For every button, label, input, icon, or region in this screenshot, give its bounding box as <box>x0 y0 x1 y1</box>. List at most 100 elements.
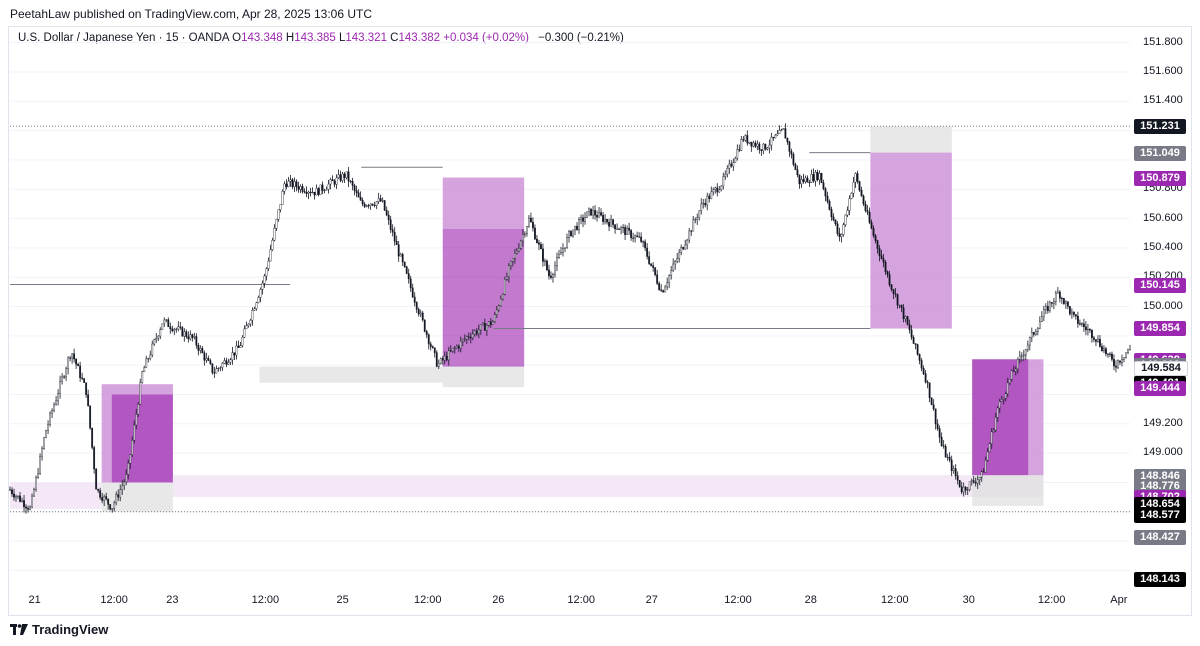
candle <box>804 175 807 184</box>
price-badge: 150.145 <box>1134 278 1186 294</box>
candle <box>1123 357 1125 363</box>
candle <box>197 343 200 356</box>
candle-body <box>644 241 647 249</box>
tradingview-brand[interactable]: TradingView <box>10 622 108 637</box>
candle <box>750 141 753 152</box>
candle-body <box>163 319 166 325</box>
candle <box>886 270 889 278</box>
candle <box>271 237 274 252</box>
candle-body <box>616 228 618 230</box>
candle <box>930 397 933 406</box>
candle <box>618 227 620 230</box>
candle-body <box>884 261 887 272</box>
candle-body <box>195 336 198 346</box>
candle-body <box>924 373 927 383</box>
candle-body <box>822 182 825 189</box>
candle <box>1042 305 1045 322</box>
candle-body <box>770 136 773 146</box>
candle-body <box>1032 332 1035 335</box>
candle <box>15 494 17 502</box>
candle <box>477 324 480 339</box>
candle-body <box>483 323 486 331</box>
candle <box>455 344 458 349</box>
candle-body <box>25 506 27 509</box>
candle <box>13 488 15 501</box>
candle-body <box>792 154 795 165</box>
candle <box>616 223 618 230</box>
candle <box>475 328 478 337</box>
candle-body <box>461 339 464 342</box>
candle <box>147 357 150 363</box>
candle-body <box>89 405 92 429</box>
candle <box>157 335 160 342</box>
candle-body <box>51 410 53 414</box>
candle <box>245 321 248 330</box>
candle-body <box>263 275 266 284</box>
candle <box>75 358 78 369</box>
candle-body <box>109 504 112 510</box>
candle <box>229 357 232 365</box>
candle-body <box>530 217 532 223</box>
candle <box>848 195 851 216</box>
candle <box>738 144 741 153</box>
candle-body <box>313 191 316 196</box>
candle <box>223 357 226 364</box>
candle <box>1095 339 1097 347</box>
candle <box>666 277 669 291</box>
candle-body <box>285 183 288 187</box>
candle <box>640 232 643 244</box>
candle <box>658 281 661 291</box>
candle <box>648 251 651 266</box>
candle <box>51 408 53 419</box>
candle-body <box>746 135 749 144</box>
candle <box>1020 352 1023 362</box>
candle-body <box>291 179 294 188</box>
candle <box>1119 360 1121 366</box>
candle-body <box>1115 365 1117 368</box>
candle <box>463 334 466 342</box>
candle <box>568 229 570 243</box>
candle-body <box>808 182 811 184</box>
zone-gray <box>101 482 173 512</box>
candle <box>113 500 116 512</box>
candle-body <box>1042 309 1045 317</box>
candle-body <box>469 337 472 339</box>
candle-body <box>271 239 274 251</box>
candle-body <box>1072 311 1075 315</box>
candle-body <box>503 279 506 295</box>
candle <box>275 218 278 231</box>
candle-body <box>826 195 829 202</box>
candle-body <box>1064 301 1067 304</box>
candle-body <box>395 241 398 245</box>
candle-body <box>387 214 390 220</box>
candle <box>710 186 713 200</box>
candle <box>838 227 841 242</box>
candle <box>636 231 639 238</box>
candle-body <box>255 302 258 309</box>
candle-body <box>39 455 41 474</box>
candle-body <box>1028 337 1031 346</box>
symbol-name[interactable]: U.S. Dollar / Japanese Yen · 15 · OANDA <box>18 32 229 44</box>
candle <box>1129 345 1131 351</box>
candle-body <box>69 357 72 359</box>
candle-body <box>780 129 783 131</box>
candle-body <box>1087 329 1089 331</box>
candle-body <box>920 360 923 369</box>
candle-body <box>341 173 344 181</box>
candle-body <box>1105 348 1107 355</box>
candle-body <box>273 228 276 241</box>
candle-body <box>590 208 592 216</box>
candle <box>964 486 967 495</box>
candle-body <box>209 360 212 364</box>
candle-body <box>363 203 366 207</box>
candle <box>439 357 442 365</box>
candle <box>1000 395 1003 403</box>
price-tick-label: 149.200 <box>1143 416 1183 429</box>
candle <box>251 307 254 326</box>
candle <box>792 152 795 167</box>
candle-body <box>401 254 404 263</box>
candle <box>728 159 731 175</box>
candle <box>369 203 372 210</box>
candle-body <box>580 217 582 220</box>
